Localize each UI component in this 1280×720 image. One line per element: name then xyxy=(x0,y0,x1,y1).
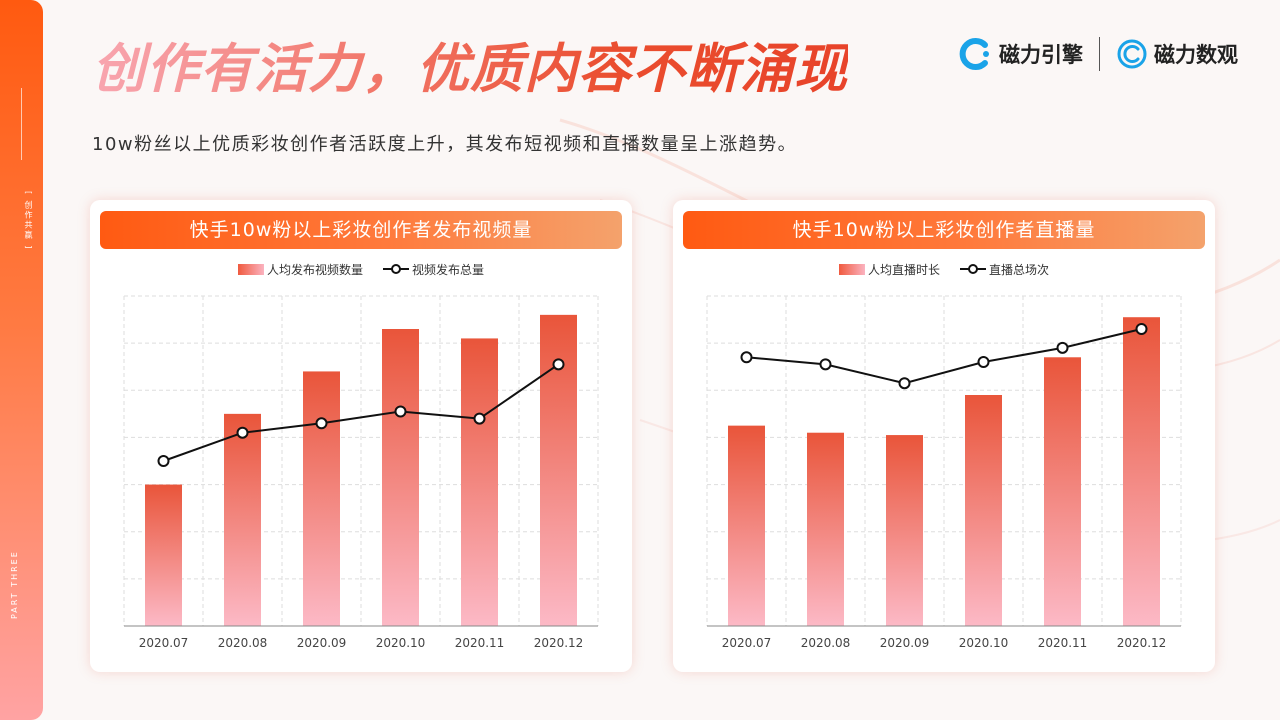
brand-logos: 磁力引擎 磁力数观 xyxy=(957,34,1238,74)
chart-plot: 2020.07 2020.08 2020.09 2020.10 2020.11 2020.… xyxy=(706,295,1182,650)
chart-title: 快手10w粉以上彩妆创作者发布视频量 xyxy=(100,211,622,249)
x-tick-label: 2020.08 xyxy=(218,636,268,650)
chart-panel-live: 快手10w粉以上彩妆创作者直播量 人均直播时长 直播总场次 2020.07 202… xyxy=(673,200,1215,672)
x-tick-label: 2020.10 xyxy=(376,636,426,650)
x-tick-label: 2020.07 xyxy=(722,636,772,650)
legend-line-swatch xyxy=(383,264,409,274)
grid xyxy=(123,295,599,626)
grid xyxy=(706,295,1182,626)
legend-label: 视频发布总量 xyxy=(412,262,485,277)
x-tick-label: 2020.12 xyxy=(534,636,584,650)
bar xyxy=(224,413,261,626)
x-tick-label: 2020.09 xyxy=(880,636,930,650)
chart-legend: 人均直播时长 直播总场次 xyxy=(673,260,1215,278)
cilib-engine-logo-icon xyxy=(959,38,989,70)
line-point xyxy=(552,358,565,371)
line-point xyxy=(898,377,911,390)
bar xyxy=(807,432,844,626)
logo-text: 磁力引擎 xyxy=(999,43,1083,67)
legend-label: 人均发布视频数量 xyxy=(266,262,363,277)
chart-legend: 人均发布视频数量 视频发布总量 xyxy=(90,260,632,278)
x-tick-label: 2020.07 xyxy=(139,636,189,650)
line-point xyxy=(473,412,486,425)
line-point xyxy=(740,351,753,364)
line-point xyxy=(977,356,990,368)
bar xyxy=(728,425,765,626)
legend-item-line: 直播总场次 xyxy=(960,261,1049,278)
legend-item-bar: 人均发布视频数量 xyxy=(237,261,363,278)
x-tick-label: 2020.10 xyxy=(959,636,1009,650)
bar xyxy=(303,371,340,626)
legend-item-line: 视频发布总量 xyxy=(383,261,484,278)
x-tick-label: 2020.12 xyxy=(1117,636,1167,650)
line-point xyxy=(315,417,328,430)
legend-label: 人均直播时长 xyxy=(867,262,940,277)
x-tick-label: 2020.08 xyxy=(801,636,851,650)
bar xyxy=(965,395,1002,626)
bar xyxy=(382,329,419,626)
line-point xyxy=(1056,341,1069,354)
sidebar-divider-top xyxy=(21,88,22,160)
cilib-shuguan-logo-icon xyxy=(1117,39,1147,69)
page-title: 创作有活力，优质内容不断涌现 xyxy=(92,30,848,110)
legend-item-bar: 人均直播时长 xyxy=(838,261,940,278)
legend-line-swatch xyxy=(960,264,986,274)
line-point xyxy=(236,426,249,439)
x-tick-label: 2020.11 xyxy=(1038,636,1088,650)
legend-label: 直播总场次 xyxy=(989,262,1050,277)
line-point xyxy=(157,455,170,467)
chart-panel-video: 快手10w粉以上彩妆创作者发布视频量 人均发布视频数量 视频发布总量 2020.… xyxy=(90,200,632,672)
logo-divider xyxy=(1099,37,1100,71)
line-point xyxy=(819,358,832,371)
sidebar: [ 创作共赢 ] PART THREE xyxy=(0,0,43,720)
line-point xyxy=(1135,323,1148,335)
bar xyxy=(886,435,923,626)
chart-plot: 2020.07 2020.08 2020.09 2020.10 2020.11 2020.… xyxy=(123,295,599,650)
bar xyxy=(461,338,498,626)
logo-cili-shuguan: 磁力数观 xyxy=(1116,38,1238,70)
logo-text: 磁力数观 xyxy=(1154,43,1238,67)
bar xyxy=(145,484,182,626)
sidebar-section-tag: [ 创作共赢 ] xyxy=(24,191,33,251)
x-tick-label: 2020.09 xyxy=(297,636,347,650)
series-line xyxy=(746,328,1142,385)
line-point xyxy=(394,405,407,418)
legend-bar-swatch xyxy=(838,263,865,275)
chart-title: 快手10w粉以上彩妆创作者直播量 xyxy=(683,211,1205,249)
page-subtitle: 10w粉丝以上优质彩妆创作者活跃度上升，其发布短视频和直播数量呈上涨趋势。 xyxy=(92,134,798,155)
bar xyxy=(1123,317,1160,626)
sidebar-part-label: PART THREE xyxy=(10,550,19,620)
series-line xyxy=(163,363,560,462)
bar xyxy=(1044,357,1081,626)
x-tick-label: 2020.11 xyxy=(455,636,505,650)
logo-cili-engine: 磁力引擎 xyxy=(957,36,1083,72)
legend-bar-swatch xyxy=(237,263,264,275)
